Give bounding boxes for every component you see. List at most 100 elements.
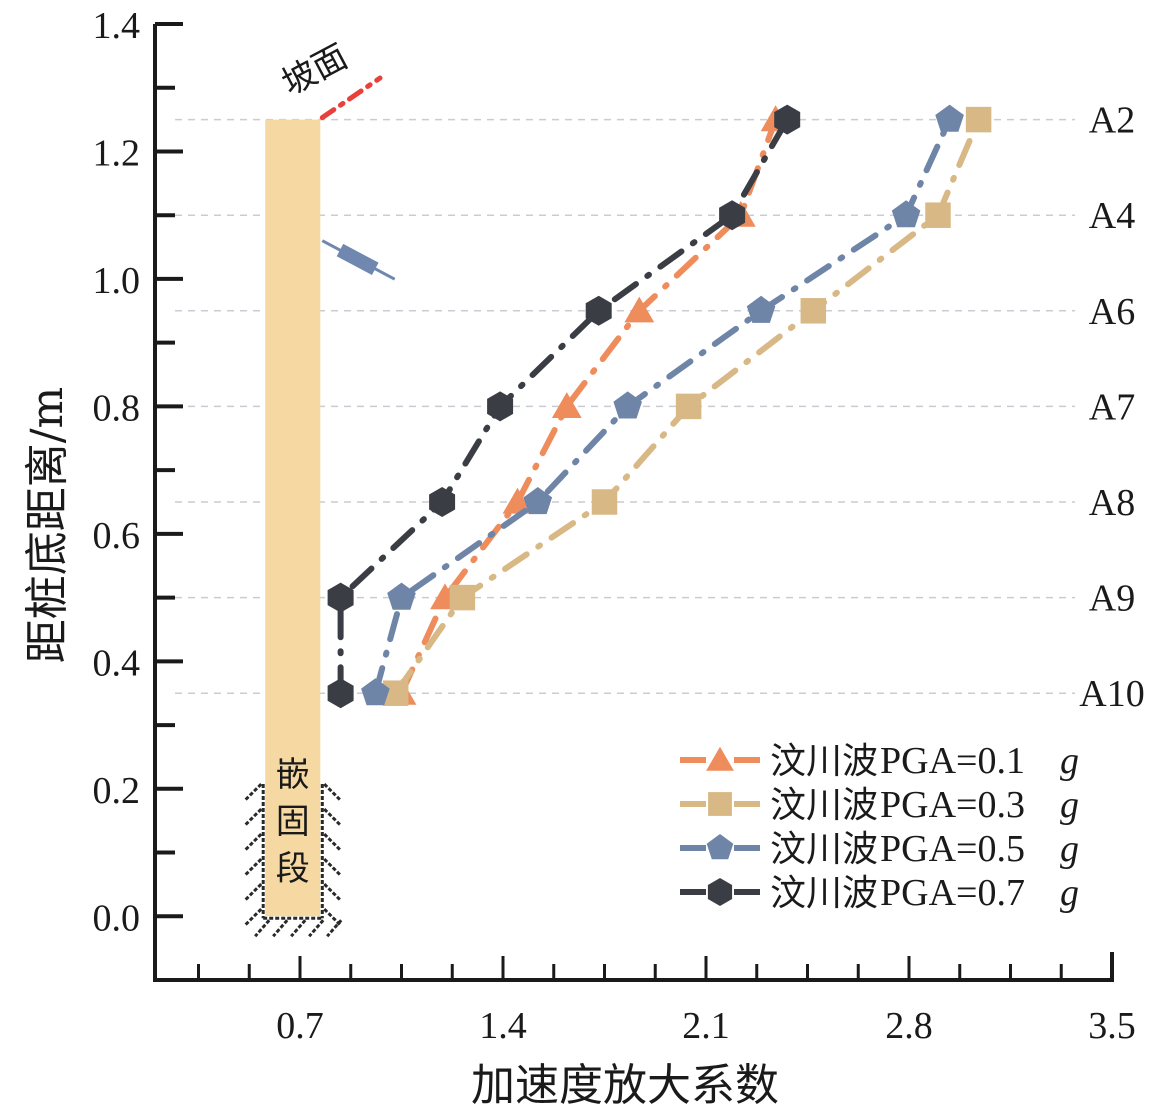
anchor-body xyxy=(336,243,379,276)
labels-layer: A2 A4 A6 A7 A8 A9 A10 xyxy=(1079,100,1144,716)
embed-label-char: 段 xyxy=(276,849,310,889)
hatch-mark-left xyxy=(244,782,263,802)
hatch-mark-left xyxy=(244,857,263,877)
legend-unit: g xyxy=(1060,784,1079,826)
data-point-pentagon xyxy=(935,104,964,132)
y-tick-label: 0.6 xyxy=(93,515,141,557)
legend-prefix: 汶川波 xyxy=(770,785,878,826)
sensor-label-a6: A6 xyxy=(1089,291,1135,333)
x-tick-label: 2.1 xyxy=(682,1005,730,1047)
hatch-mark-right xyxy=(323,782,342,802)
hatch-mark-left xyxy=(244,832,263,852)
data-point-pentagon xyxy=(746,295,776,323)
data-point-pentagon xyxy=(613,391,642,419)
sensor-grid-lines xyxy=(175,118,1075,694)
y-tick-label: 1.0 xyxy=(93,260,141,302)
data-point-pentagon xyxy=(361,678,390,706)
legend-marker-triangle xyxy=(706,746,734,771)
legend-item-pentagon: 汶川波 PGA=0.5 g xyxy=(680,828,1079,870)
sensor-label-a7: A7 xyxy=(1089,386,1135,428)
hatch-mark-left xyxy=(244,907,263,927)
data-point-square xyxy=(591,489,618,515)
sensor-label-a10: A10 xyxy=(1079,673,1144,715)
hatch-mark-bottom xyxy=(308,919,325,938)
hatch-mark-left xyxy=(244,807,263,827)
x-tick-label: 1.4 xyxy=(479,1005,527,1047)
hatch-mark-right xyxy=(323,832,342,852)
data-point-hexagon xyxy=(327,582,354,613)
slope-surface-line xyxy=(319,75,383,121)
series-triangle xyxy=(386,105,791,705)
hatch-mark-bottom xyxy=(272,919,289,938)
data-point-hexagon xyxy=(585,295,612,326)
legend-unit: g xyxy=(1060,872,1079,914)
x-tick-label: 3.5 xyxy=(1088,1005,1136,1047)
data-point-triangle xyxy=(502,487,533,514)
series-pentagon xyxy=(361,104,964,706)
legend-unit: g xyxy=(1060,740,1079,782)
data-point-square xyxy=(800,298,827,324)
hatch-mark-bottom xyxy=(326,919,343,938)
hatch-mark-right xyxy=(323,857,342,877)
hatch-mark-left xyxy=(244,882,263,902)
pile-body xyxy=(265,119,321,917)
y-tick-label: 1.4 xyxy=(93,5,141,47)
anchor-element xyxy=(321,239,396,281)
embed-label-char: 固 xyxy=(276,802,310,842)
data-point-pentagon xyxy=(891,200,921,228)
data-point-pentagon xyxy=(387,582,416,610)
data-point-square xyxy=(675,393,702,420)
slope-label: 坡面 xyxy=(275,37,354,104)
hatch-mark-bottom xyxy=(254,919,271,938)
x-tick-label: 0.7 xyxy=(276,1005,324,1047)
data-point-hexagon xyxy=(429,487,456,517)
legend-marker-square xyxy=(708,792,732,816)
series-square xyxy=(382,106,992,706)
legend-item-hexagon: 汶川波 PGA=0.7 g xyxy=(680,872,1079,914)
data-point-square xyxy=(925,202,951,228)
legend-marker-pentagon xyxy=(706,834,734,860)
y-tick-label: 0.2 xyxy=(93,770,141,812)
embed-label-char: 嵌 xyxy=(276,755,310,795)
x-axis-title: 加速度放大系数 xyxy=(471,1060,779,1111)
legend-suffix: PGA=0.1 xyxy=(880,740,1025,782)
hatch-mark-right xyxy=(323,882,342,902)
x-tick-label: 2.8 xyxy=(885,1005,933,1047)
legend-prefix: 汶川波 xyxy=(770,829,878,870)
sensor-label-a8: A8 xyxy=(1089,482,1135,524)
y-axis-title: 距桩底距离/m xyxy=(22,387,73,664)
data-point-triangle xyxy=(551,392,582,418)
series-layer xyxy=(327,104,992,709)
legend-item-square: 汶川波 PGA=0.3 g xyxy=(680,784,1079,826)
data-point-square xyxy=(965,106,992,133)
hatch-mark-bottom xyxy=(290,919,307,938)
legend-unit: g xyxy=(1060,828,1079,870)
sensor-label-a4: A4 xyxy=(1089,195,1135,237)
legend-item-triangle: 汶川波 PGA=0.1 g xyxy=(680,740,1079,782)
data-point-hexagon xyxy=(719,200,746,231)
y-tick-label: 1.2 xyxy=(93,132,141,174)
y-tick-label: 0.0 xyxy=(93,897,141,939)
legend-suffix: PGA=0.5 xyxy=(880,828,1025,870)
y-tick-label: 0.8 xyxy=(93,387,141,429)
data-point-square xyxy=(449,584,476,611)
data-point-hexagon xyxy=(487,391,514,422)
sensor-label-a9: A9 xyxy=(1089,578,1135,620)
series-hexagon xyxy=(327,104,801,709)
data-point-pentagon xyxy=(523,487,553,515)
data-point-hexagon xyxy=(327,678,354,709)
data-point-hexagon xyxy=(774,104,801,135)
hatch-mark-right xyxy=(323,807,342,827)
sensor-label-a2: A2 xyxy=(1089,100,1135,142)
fixed-ground-hatch xyxy=(244,782,343,938)
legend-suffix: PGA=0.7 xyxy=(880,872,1025,914)
y-tick-label: 0.4 xyxy=(93,642,141,684)
data-point-triangle xyxy=(624,296,655,323)
legend-prefix: 汶川波 xyxy=(770,741,878,782)
axes: 0.0 0.2 0.4 0.6 0.8 1.0 1.2 1.4 0.7 1.4 2.1 2.8 3.5 加… xyxy=(22,5,1136,1111)
legend-suffix: PGA=0.3 xyxy=(880,784,1025,826)
legend-marker-hexagon xyxy=(707,878,733,906)
